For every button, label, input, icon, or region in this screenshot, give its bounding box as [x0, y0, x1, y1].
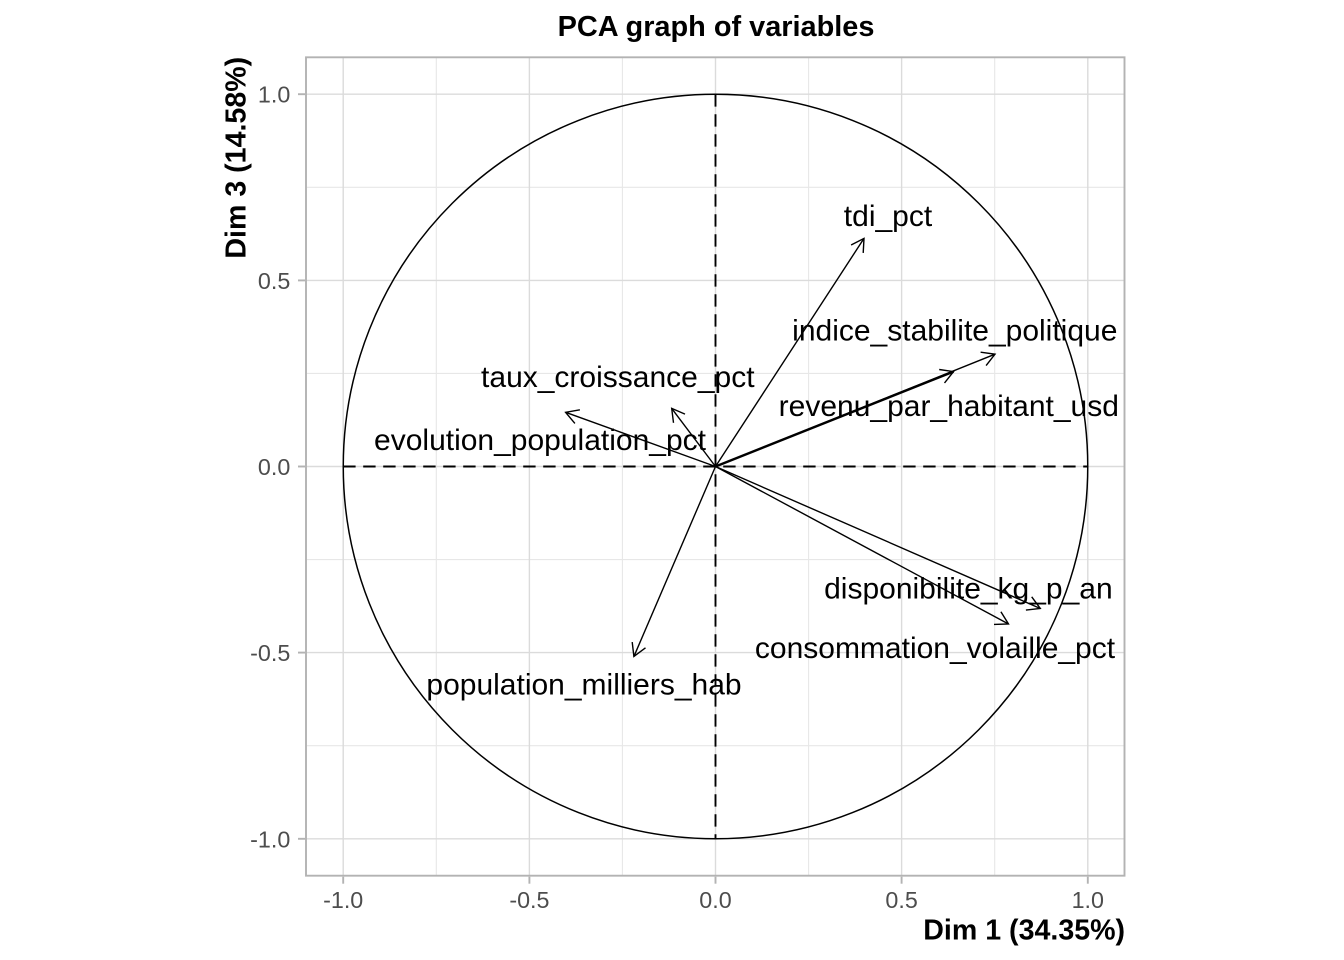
svg-text:tdi_pct: tdi_pct [844, 200, 933, 233]
svg-text:-1.0: -1.0 [323, 887, 363, 913]
svg-text:taux_croissance_pct: taux_croissance_pct [481, 361, 755, 394]
svg-text:-1.0: -1.0 [250, 826, 290, 852]
svg-text:-0.5: -0.5 [509, 887, 549, 913]
svg-text:population_milliers_hab: population_milliers_hab [426, 669, 741, 702]
svg-text:0.5: 0.5 [258, 268, 290, 294]
svg-text:disponibilite_kg_p_an: disponibilite_kg_p_an [824, 573, 1113, 606]
svg-text:0.0: 0.0 [258, 454, 290, 480]
svg-text:0.5: 0.5 [885, 887, 917, 913]
svg-text:Dim 3 (14.58%): Dim 3 (14.58%) [220, 57, 252, 259]
svg-text:1.0: 1.0 [258, 82, 290, 108]
svg-text:-0.5: -0.5 [250, 640, 290, 666]
svg-text:revenu_par_habitant_usd: revenu_par_habitant_usd [779, 390, 1119, 423]
svg-text:0.0: 0.0 [699, 887, 731, 913]
svg-text:PCA graph of variables: PCA graph of variables [558, 11, 875, 43]
svg-text:evolution_population_pct: evolution_population_pct [374, 424, 707, 457]
svg-text:1.0: 1.0 [1072, 887, 1104, 913]
svg-text:indice_stabilite_politique: indice_stabilite_politique [792, 315, 1117, 348]
svg-text:consommation_volaille_pct: consommation_volaille_pct [755, 632, 1116, 665]
svg-text:Dim 1 (34.35%): Dim 1 (34.35%) [923, 915, 1125, 947]
